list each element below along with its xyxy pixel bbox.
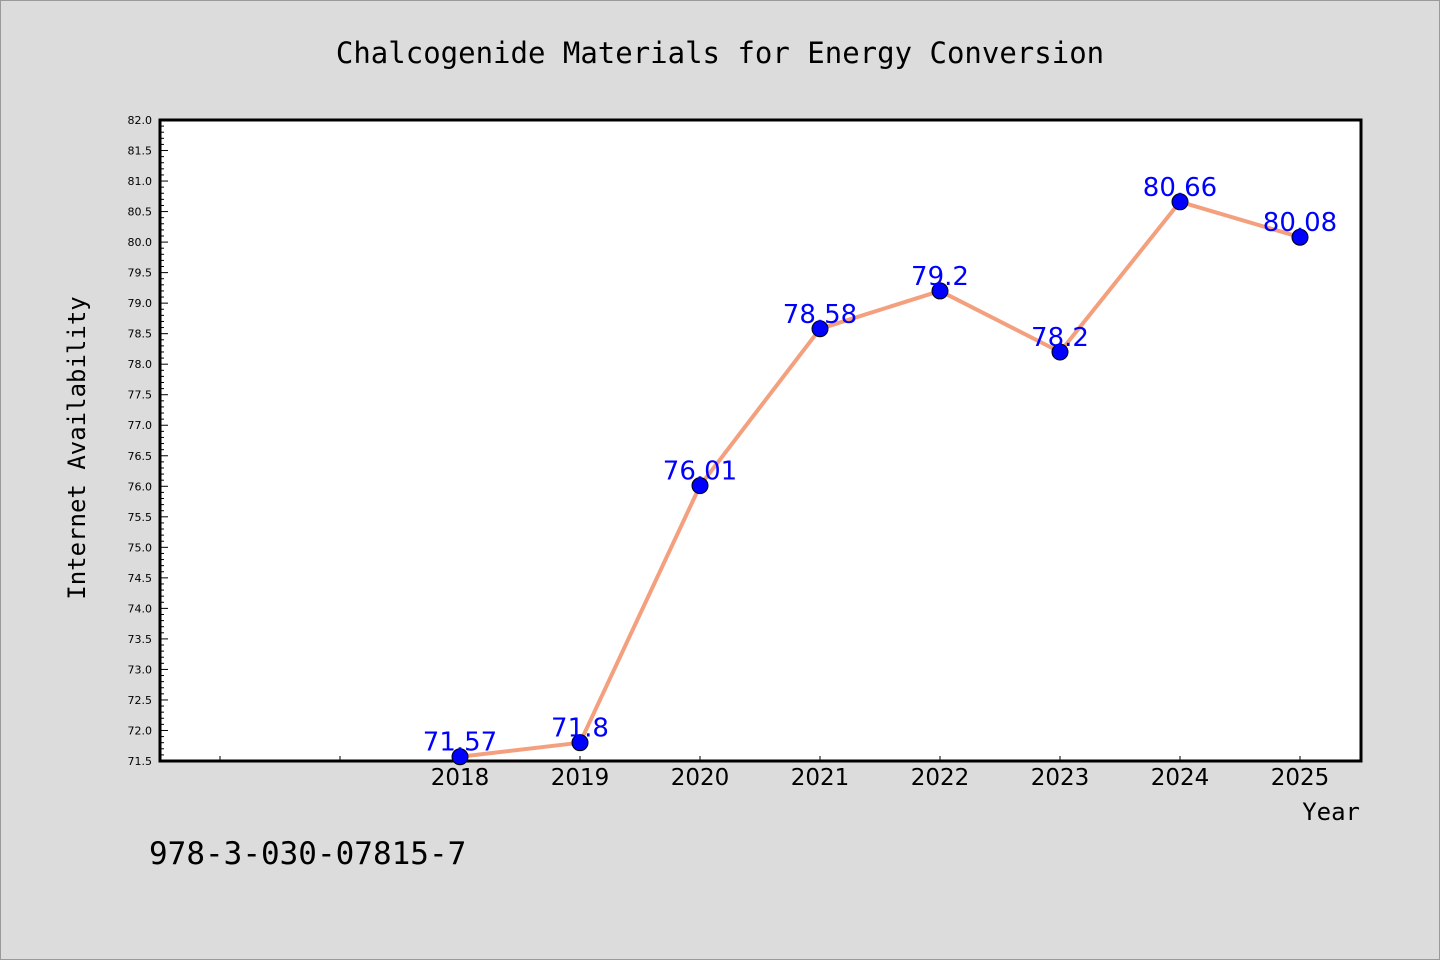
- y-tick-label: 76.0: [128, 480, 153, 493]
- data-label: 71.8: [551, 714, 609, 744]
- y-tick-label: 75.0: [128, 541, 153, 554]
- y-axis-label: Internet Availability: [63, 296, 91, 599]
- data-point: [1171, 193, 1189, 211]
- plot-area: [158, 118, 1363, 763]
- y-tick-label: 79.5: [128, 267, 153, 280]
- data-point: [1051, 343, 1069, 361]
- y-tick-label: 73.0: [128, 663, 153, 676]
- chart-title: Chalcogenide Materials for Energy Conver…: [336, 36, 1104, 70]
- y-tick-label: 76.5: [128, 450, 153, 463]
- x-axis-label: Year: [1302, 798, 1360, 826]
- y-tick-label: 72.0: [128, 724, 153, 737]
- data-point: [691, 477, 709, 495]
- data-point: [571, 734, 589, 752]
- data-label: 78.58: [783, 300, 857, 330]
- series-line: [459, 199, 1301, 759]
- x-tick-label: 2025: [1271, 765, 1330, 791]
- y-tick-label: 81.0: [128, 175, 153, 188]
- y-tick-label: 77.0: [128, 419, 153, 432]
- y-tick-label: 74.0: [128, 602, 153, 615]
- y-tick-label: 81.5: [128, 145, 153, 158]
- y-tick-label: 71.5: [128, 755, 153, 768]
- x-tick-label: 2024: [1151, 765, 1210, 791]
- data-labels: 71.57 71.8 76.01 78.58 79.2 78.2 80.66 80.08: [423, 173, 1337, 758]
- data-point: [931, 282, 949, 300]
- y-tick-label: 74.5: [128, 572, 153, 585]
- data-label: 71.57: [423, 728, 497, 758]
- series-markers: [451, 193, 1309, 766]
- data-label: 80.08: [1263, 208, 1337, 238]
- x-tick-label: 2020: [671, 765, 730, 791]
- y-tick-label: 73.5: [128, 633, 153, 646]
- y-tick-label: 79.0: [128, 297, 153, 310]
- x-tick-label: 2022: [911, 765, 970, 791]
- y-tick-label: 82.0: [128, 114, 153, 127]
- data-label: 78.2: [1031, 323, 1089, 353]
- data-point: [451, 748, 469, 766]
- data-label: 80.66: [1143, 173, 1217, 203]
- x-tick-label: 2021: [791, 765, 850, 791]
- x-tick-label: 2018: [431, 765, 490, 791]
- y-tick-label: 72.5: [128, 694, 153, 707]
- x-axis: 2018 2019 2020 2021 2022 2023 2024 2025: [219, 756, 1330, 791]
- y-tick-label: 80.0: [128, 236, 153, 249]
- x-tick-label: 2023: [1031, 765, 1090, 791]
- data-label: 79.2: [911, 262, 969, 292]
- data-label: 76.01: [663, 457, 737, 487]
- y-tick-label: 80.5: [128, 206, 153, 219]
- data-point: [1291, 228, 1309, 246]
- y-axis: 71.5 72.0 72.5 73.0 73.5 74.0 74.5 75.0 75.5 76.0…: [128, 114, 168, 768]
- y-tick-label: 75.5: [128, 511, 153, 524]
- y-tick-label: 78.5: [128, 328, 153, 341]
- y-tick-label: 77.5: [128, 389, 153, 402]
- isbn-annotation: 978-3-030-07815-7: [149, 836, 466, 872]
- data-point: [811, 320, 829, 338]
- x-tick-label: 2019: [551, 765, 610, 791]
- y-tick-label: 78.0: [128, 358, 153, 371]
